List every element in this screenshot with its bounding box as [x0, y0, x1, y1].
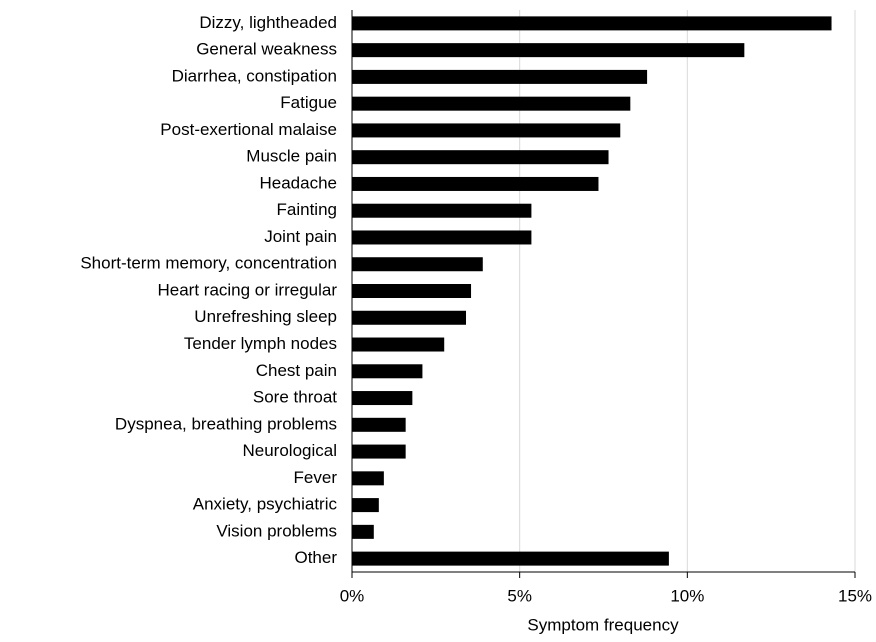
bar	[352, 96, 631, 111]
bar	[352, 257, 483, 272]
bar	[352, 203, 532, 218]
y-tick-label: Headache	[259, 173, 337, 192]
bar	[352, 123, 621, 138]
bar	[352, 337, 445, 352]
bar	[352, 69, 648, 84]
bar	[352, 284, 472, 298]
y-tick-label: Vision problems	[216, 521, 337, 540]
bar	[352, 551, 669, 566]
bar	[352, 176, 599, 191]
y-tick-label: Short-term memory, concentration	[80, 254, 337, 273]
bar	[352, 444, 406, 459]
y-tick-label: Fatigue	[280, 93, 337, 112]
y-tick-label: Fainting	[277, 200, 337, 219]
y-tick-label: Tender lymph nodes	[184, 334, 337, 353]
y-tick-label: Anxiety, psychiatric	[193, 495, 338, 514]
x-axis-label: Symptom frequency	[527, 615, 679, 634]
bar	[352, 498, 379, 513]
x-tick-label: 15%	[838, 586, 872, 605]
bar	[352, 471, 384, 486]
bar	[352, 364, 423, 379]
x-tick-label: 5%	[507, 586, 532, 605]
y-tick-label: Unrefreshing sleep	[194, 307, 337, 326]
y-tick-label: Other	[294, 548, 337, 567]
bar	[352, 417, 406, 432]
y-tick-label: Post-exertional malaise	[160, 120, 337, 139]
y-tick-label: Neurological	[243, 441, 338, 460]
y-tick-label: Chest pain	[256, 361, 337, 380]
bar	[352, 150, 609, 165]
bar	[352, 524, 374, 539]
bar	[352, 310, 467, 325]
bar	[352, 391, 413, 406]
y-tick-label: General weakness	[196, 40, 337, 59]
y-tick-label: Dyspnea, breathing problems	[115, 414, 337, 433]
y-tick-label: Muscle pain	[246, 147, 337, 166]
x-tick-label: 10%	[670, 586, 704, 605]
y-tick-label: Sore throat	[253, 388, 337, 407]
bar	[352, 43, 745, 58]
bar	[352, 230, 532, 245]
x-tick-label: 0%	[340, 586, 365, 605]
y-tick-label: Diarrhea, constipation	[172, 66, 337, 85]
y-tick-label: Joint pain	[264, 227, 337, 246]
y-tick-label: Heart racing or irregular	[157, 280, 337, 299]
y-tick-label: Fever	[294, 468, 338, 487]
y-tick-label: Dizzy, lightheaded	[199, 13, 337, 32]
bar	[352, 16, 832, 31]
